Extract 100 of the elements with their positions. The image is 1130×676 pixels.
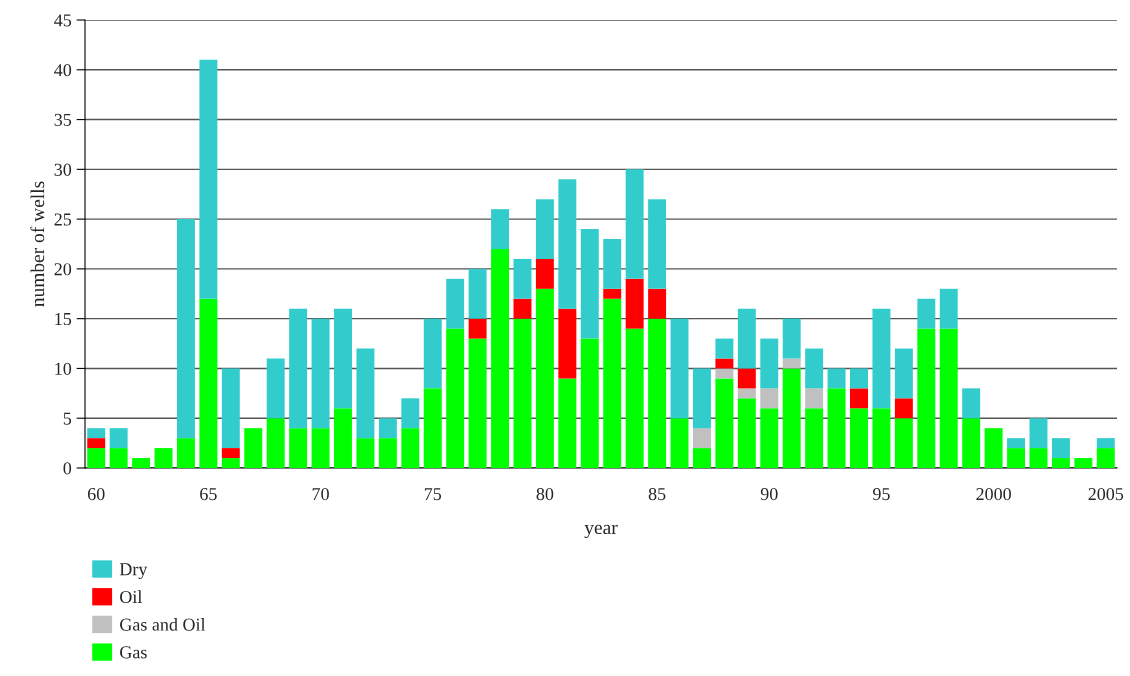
- bar: [648, 288, 667, 319]
- bar: [737, 368, 756, 389]
- bar: [87, 438, 106, 449]
- bar: [625, 278, 644, 329]
- bar: [670, 418, 689, 468]
- bar: [1096, 438, 1115, 449]
- bar: [558, 308, 577, 379]
- bar: [670, 318, 689, 419]
- y-tick-label: 0: [63, 462, 72, 475]
- bar: [109, 428, 128, 449]
- bar: [782, 368, 801, 468]
- bar: [378, 438, 397, 468]
- bar: [894, 398, 913, 419]
- bar: [872, 408, 891, 468]
- bar: [1029, 418, 1048, 449]
- bar: [1051, 458, 1070, 468]
- y-tick-label: 45: [54, 14, 72, 27]
- bar: [356, 348, 375, 439]
- x-tick-label: 80: [536, 487, 554, 501]
- bar: [625, 328, 644, 468]
- y-tick-label: 25: [54, 213, 72, 226]
- bar: [580, 338, 599, 468]
- x-tick-label: 95: [872, 488, 890, 501]
- bar: [1051, 438, 1070, 459]
- bar: [199, 298, 218, 468]
- bar: [603, 288, 622, 299]
- bar: [917, 328, 936, 468]
- x-tick-label: 70: [312, 487, 329, 501]
- bar: [401, 428, 420, 468]
- x-tick-label: 2000: [976, 487, 1011, 501]
- bar: [894, 418, 913, 468]
- legend-label: Dry: [119, 563, 148, 580]
- bar: [939, 288, 958, 329]
- bar: [1007, 438, 1026, 449]
- bar: [558, 378, 577, 468]
- bar: [378, 418, 397, 439]
- bar: [289, 428, 308, 468]
- bar: [535, 199, 554, 259]
- bar: [692, 368, 711, 429]
- bar: [87, 428, 106, 439]
- bar: [221, 458, 240, 468]
- bar: [221, 448, 240, 459]
- bar: [535, 258, 554, 289]
- bar: [715, 378, 734, 468]
- x-tick-label: 65: [200, 488, 217, 501]
- bar: [760, 338, 779, 389]
- bar: [962, 388, 981, 419]
- y-tick-label: 40: [54, 64, 72, 77]
- bar: [244, 428, 263, 468]
- bar: [1029, 448, 1048, 468]
- legend-label: Gas: [120, 646, 147, 659]
- bar: [1074, 458, 1093, 468]
- bar: [692, 448, 711, 468]
- bar: [132, 458, 151, 468]
- legend-label: Oil: [120, 590, 143, 604]
- bar: [266, 418, 285, 468]
- bar: [176, 219, 195, 439]
- bar: [603, 298, 622, 468]
- y-tick-label: 30: [54, 163, 72, 176]
- legend-label: Gas and Oil: [120, 618, 206, 631]
- bar: [648, 199, 667, 289]
- bar: [289, 308, 308, 429]
- x-tick-label: 2005: [1088, 487, 1124, 501]
- bar: [715, 368, 734, 379]
- bar: [356, 438, 375, 468]
- y-tick-label: 35: [54, 113, 72, 126]
- bar: [782, 318, 801, 359]
- bar: [468, 268, 487, 319]
- bar: [827, 388, 846, 468]
- bar: [715, 338, 734, 359]
- bar: [782, 358, 801, 369]
- bar: [311, 318, 330, 429]
- bar: [491, 248, 510, 468]
- bar: [513, 318, 532, 468]
- bar: [850, 368, 868, 389]
- bar: [334, 308, 352, 409]
- bar: [827, 368, 846, 389]
- bar: [805, 348, 824, 389]
- bar: [805, 408, 824, 468]
- bar: [446, 328, 465, 468]
- bar: [737, 308, 756, 369]
- y-tick-label: 15: [55, 313, 72, 326]
- y-axis-title: number of wells: [30, 181, 45, 307]
- bar: [872, 308, 891, 409]
- x-tick-label: 75: [424, 488, 442, 501]
- bar: [648, 318, 667, 468]
- bar: [423, 318, 442, 389]
- bar: [1096, 448, 1115, 468]
- bar: [580, 229, 599, 339]
- bar: [266, 358, 285, 419]
- bar: [737, 398, 756, 468]
- bar: [692, 428, 711, 449]
- bar: [87, 448, 106, 468]
- bar: [446, 278, 465, 329]
- bar: [513, 298, 532, 319]
- bar: [491, 209, 510, 249]
- x-tick-label: 90: [760, 487, 778, 501]
- x-tick-label: 85: [648, 487, 666, 501]
- bar: [199, 59, 218, 299]
- bar: [176, 438, 195, 468]
